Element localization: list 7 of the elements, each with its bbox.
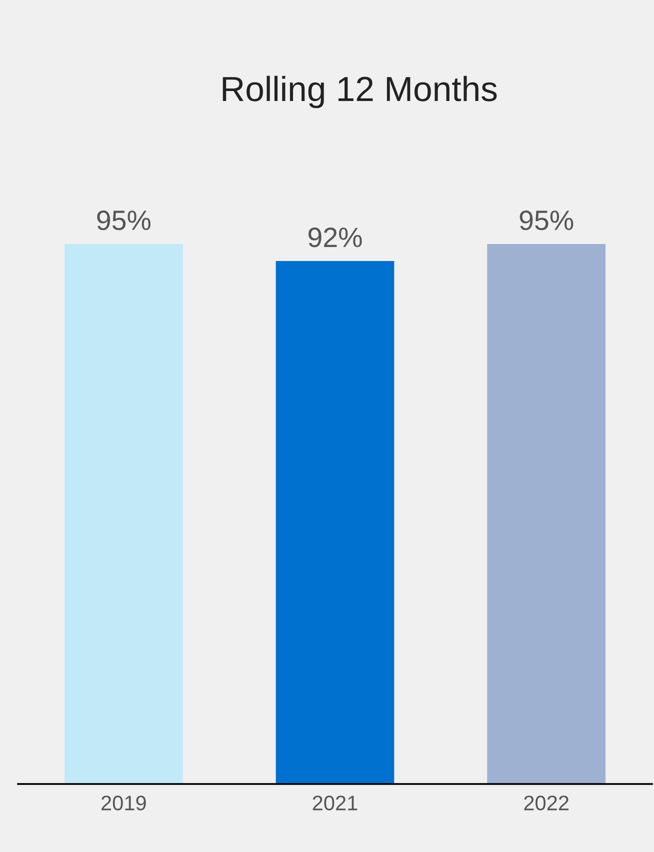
x-tick-label: 2022	[524, 796, 568, 810]
data-label: 95%	[97, 210, 150, 230]
chart-title: Rolling 12 Months	[222, 76, 497, 108]
x-tick-label: 2021	[312, 796, 358, 810]
x-tick-label: 2019	[102, 796, 146, 810]
data-label: 95%	[520, 210, 574, 230]
data-label: 92%	[308, 228, 362, 248]
